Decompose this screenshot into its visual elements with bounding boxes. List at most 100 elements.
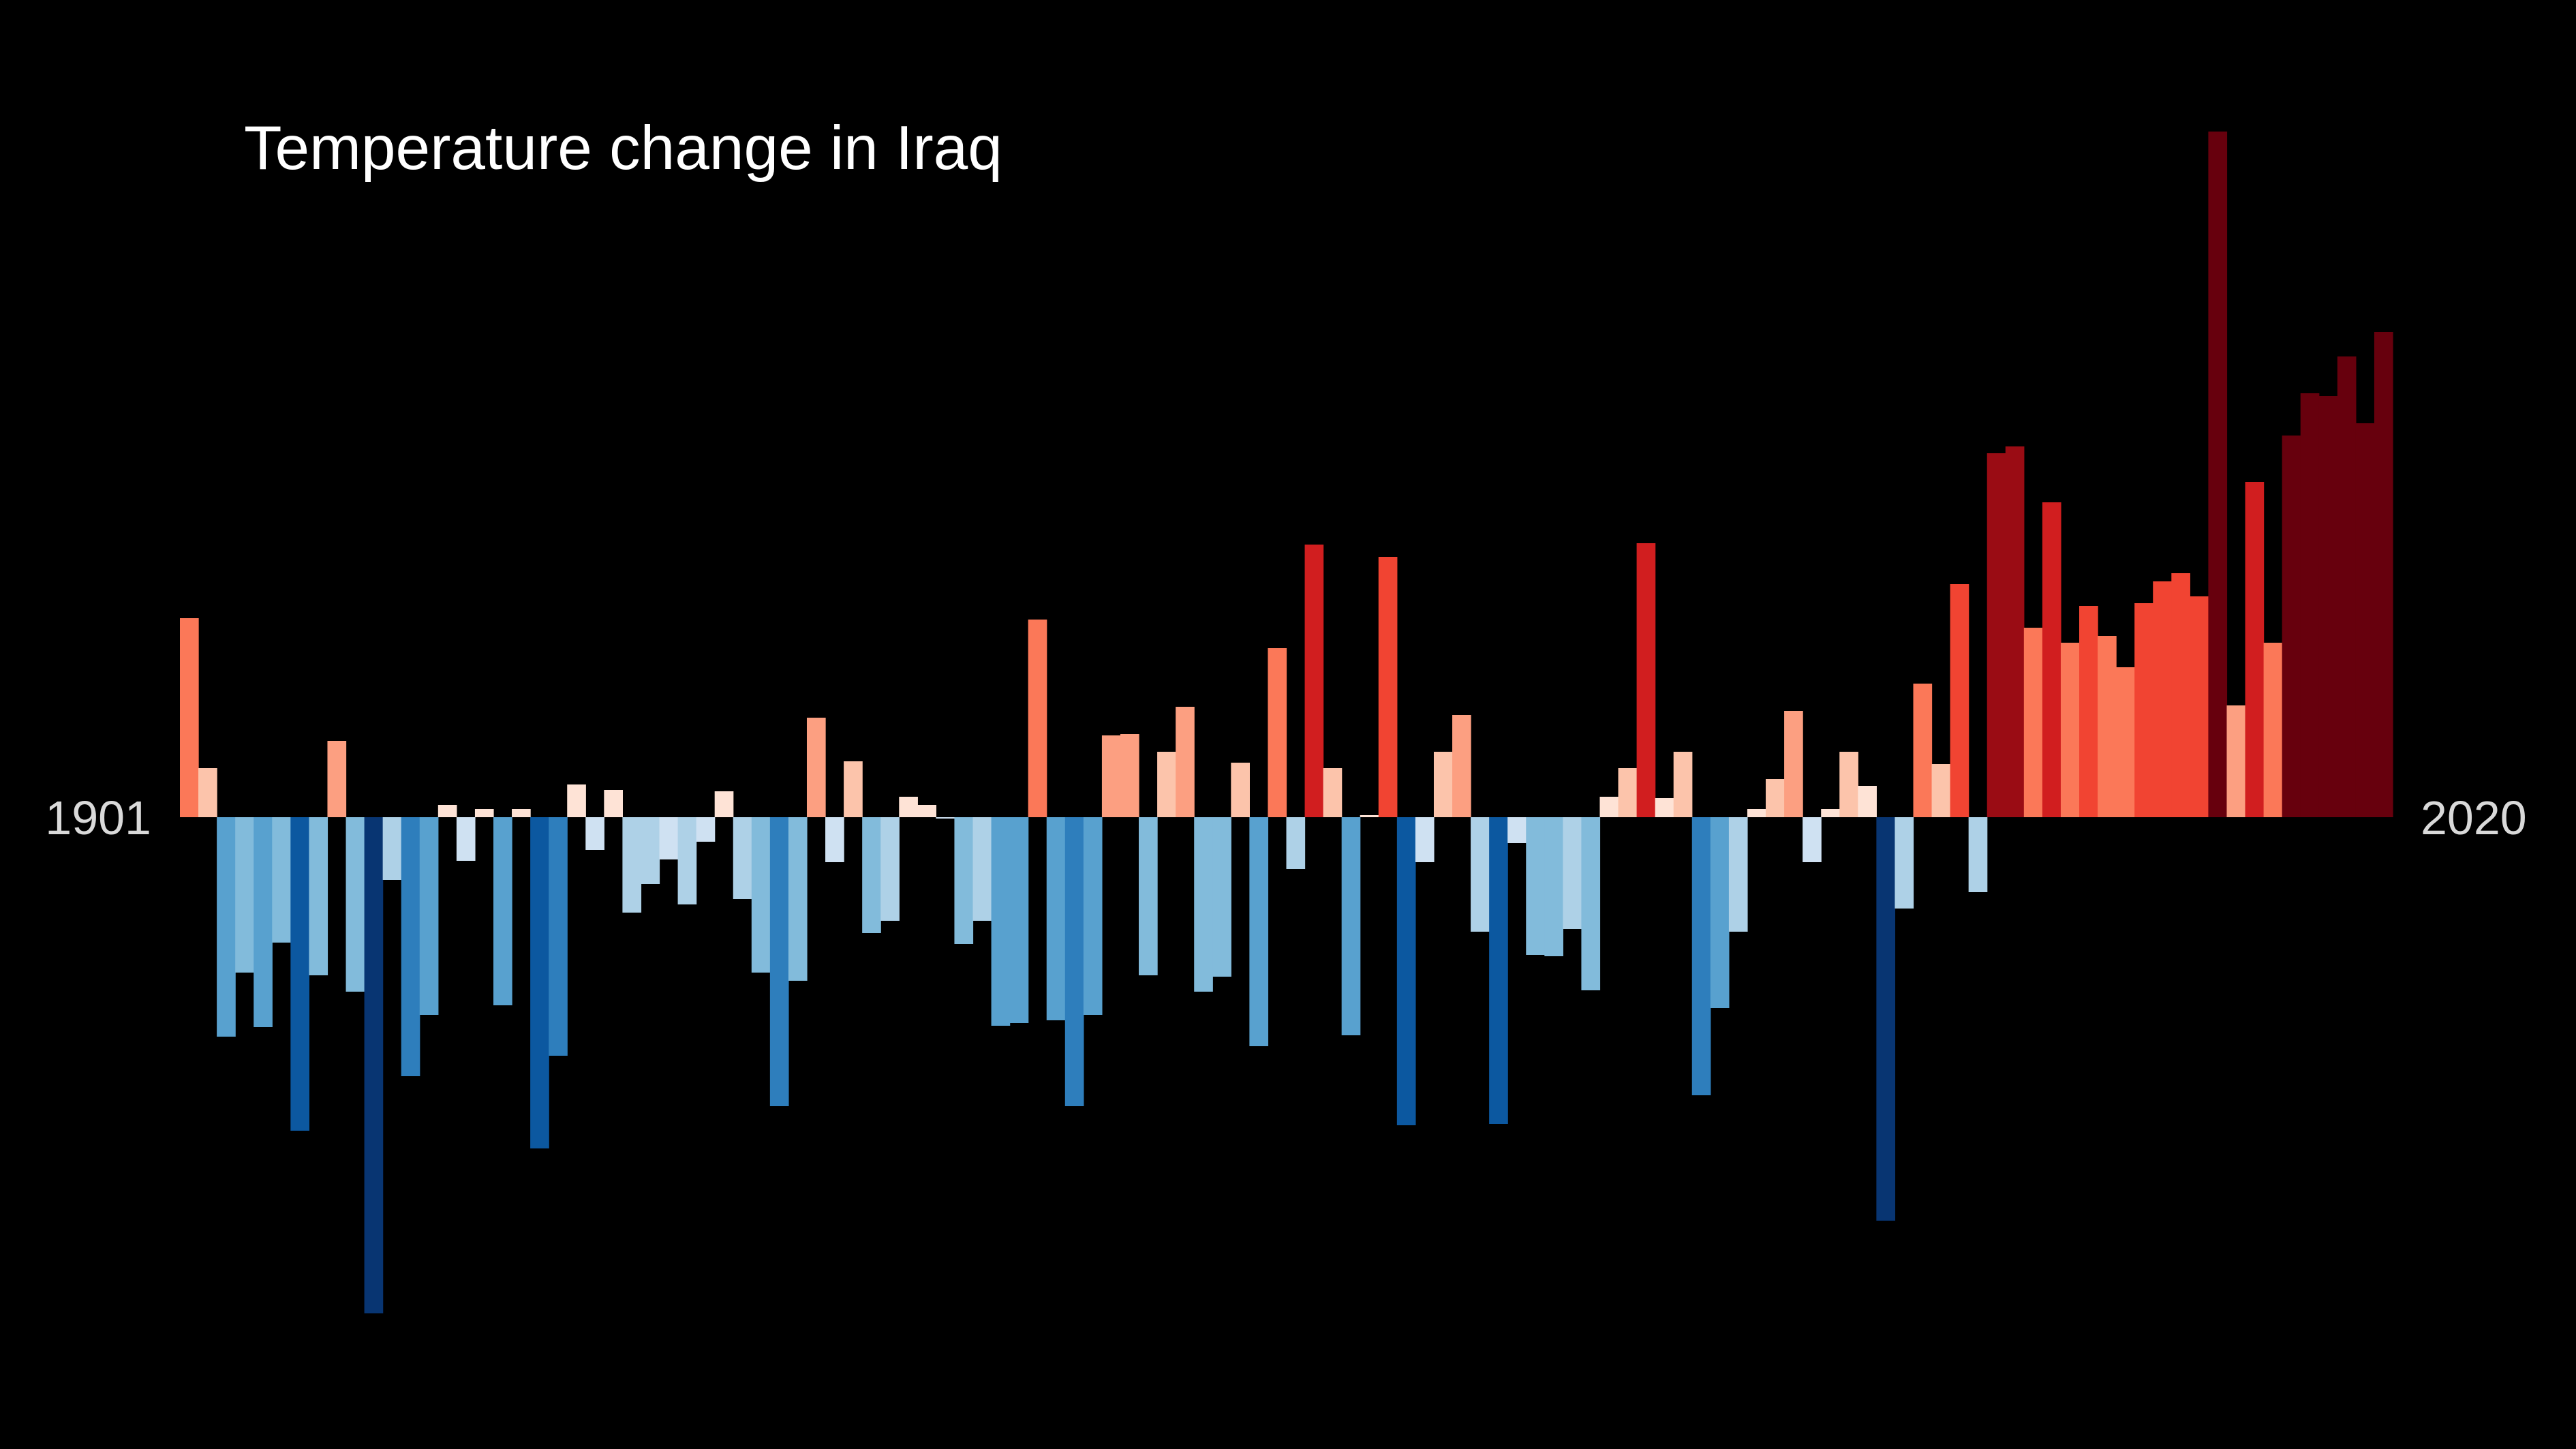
bar-2005 (2098, 636, 2117, 817)
bar-2003 (2060, 643, 2080, 817)
bar-1953 (1139, 817, 1158, 975)
bar-1968 (1415, 817, 1435, 862)
bar-1942 (936, 817, 955, 819)
bar-1954 (1157, 752, 1176, 817)
bar-1904 (235, 817, 254, 973)
bar-1992 (1858, 786, 1877, 817)
bar-1961 (1286, 817, 1306, 869)
bar-2007 (2134, 603, 2153, 817)
bar-1903 (217, 817, 236, 1037)
bar-1944 (972, 817, 992, 921)
bar-1928 (677, 817, 697, 904)
bar-1908 (309, 817, 328, 975)
bar-2006 (2116, 667, 2135, 817)
bar-1929 (696, 817, 716, 842)
bar-2001 (2023, 628, 2043, 817)
bar-1930 (714, 791, 734, 817)
bar-2011 (2208, 132, 2228, 817)
bar-1915 (438, 805, 457, 817)
bar-1945 (991, 817, 1011, 1026)
bar-1991 (1839, 752, 1858, 817)
bar-2004 (2079, 606, 2098, 817)
bar-1921 (549, 817, 568, 1056)
bar-1902 (198, 768, 217, 817)
bar-1982 (1673, 752, 1693, 817)
bar-1978 (1599, 797, 1619, 817)
bar-1959 (1249, 817, 1269, 1046)
bar-1951 (1101, 735, 1121, 817)
bar-1993 (1876, 817, 1896, 1221)
bar-1950 (1083, 817, 1103, 1015)
bar-1952 (1120, 734, 1139, 817)
bar-1994 (1895, 817, 1914, 909)
bar-1983 (1691, 817, 1711, 1095)
bar-1935 (806, 718, 826, 817)
bar-2019 (2355, 423, 2375, 817)
bar-1966 (1378, 557, 1398, 817)
bar-1910 (346, 817, 365, 992)
bar-1948 (1046, 817, 1066, 1020)
bar-1922 (567, 784, 586, 817)
bar-1924 (604, 790, 623, 817)
bar-1934 (788, 817, 808, 981)
bar-1906 (272, 817, 291, 943)
bar-1995 (1913, 684, 1933, 817)
bar-1981 (1655, 798, 1674, 817)
bar-1965 (1360, 815, 1379, 817)
bar-1913 (401, 817, 420, 1076)
start-year-label: 1901 (45, 791, 151, 844)
bar-2016 (2300, 393, 2320, 817)
bars-group (180, 132, 2393, 1313)
bar-1985 (1728, 817, 1748, 932)
bar-1975 (1544, 817, 1563, 956)
bar-1988 (1784, 711, 1803, 817)
bar-1967 (1396, 817, 1416, 1125)
bar-1999 (1987, 453, 2006, 817)
bar-1957 (1212, 817, 1231, 977)
bar-1932 (751, 817, 771, 973)
bar-1938 (862, 817, 881, 933)
bar-1973 (1507, 817, 1527, 843)
bar-1955 (1176, 707, 1195, 817)
bar-1976 (1563, 817, 1582, 929)
bar-1984 (1710, 817, 1730, 1008)
bar-1926 (641, 817, 660, 884)
bar-1997 (1950, 584, 1969, 817)
bar-1949 (1064, 817, 1084, 1106)
bar-1960 (1268, 648, 1287, 817)
end-year-label: 2020 (2421, 791, 2527, 844)
bar-1927 (659, 817, 679, 859)
bar-2002 (2042, 502, 2061, 817)
bar-1916 (456, 817, 476, 861)
bar-1905 (254, 817, 273, 1027)
chart-title: Temperature change in Iraq (244, 114, 1002, 183)
bar-1941 (917, 805, 936, 817)
bar-1962 (1304, 545, 1324, 817)
bar-2000 (2005, 446, 2025, 817)
bar-1936 (825, 817, 844, 862)
bar-1980 (1636, 543, 1656, 817)
bar-1901 (180, 618, 199, 817)
bar-1918 (493, 817, 512, 1005)
bar-1946 (1009, 817, 1029, 1023)
bar-1990 (1821, 809, 1840, 817)
bar-1989 (1803, 817, 1822, 862)
bar-1958 (1231, 763, 1250, 817)
bar-2009 (2171, 573, 2190, 817)
bar-1998 (1968, 817, 1988, 892)
bar-2020 (2374, 332, 2393, 817)
bar-1987 (1766, 779, 1785, 817)
bar-1971 (1471, 817, 1490, 932)
bar-1943 (954, 817, 974, 944)
bar-1977 (1581, 817, 1601, 990)
bar-2010 (2190, 596, 2209, 817)
bar-1940 (899, 797, 918, 817)
bar-2018 (2337, 356, 2357, 817)
bar-1912 (382, 817, 402, 880)
bar-1919 (512, 809, 531, 817)
bar-1956 (1194, 817, 1213, 992)
bar-1917 (474, 809, 494, 817)
bar-2013 (2245, 482, 2265, 817)
bar-2012 (2226, 705, 2246, 817)
